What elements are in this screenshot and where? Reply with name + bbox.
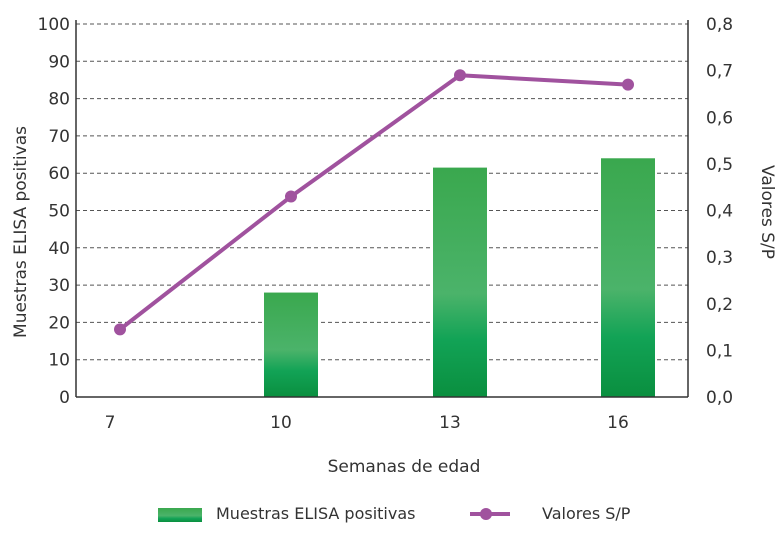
x-tick-label: 16 xyxy=(607,413,629,433)
left-tick-label: 90 xyxy=(48,52,70,72)
gridlines xyxy=(76,23,688,361)
right-tick-label: 0,8 xyxy=(706,15,733,35)
axes xyxy=(75,20,689,398)
left-tick-label: 10 xyxy=(48,351,70,371)
legend-line-label: Valores S/P xyxy=(542,504,631,523)
legend-bar-swatch xyxy=(158,508,202,522)
bar-week-10 xyxy=(264,292,318,397)
left-tick-label: 50 xyxy=(48,202,70,222)
left-tick-label: 30 xyxy=(48,276,70,296)
right-axis-title: Valores S/P xyxy=(757,165,777,259)
sp-point-week-16 xyxy=(622,78,634,91)
legend-bar-label: Muestras ELISA positivas xyxy=(216,504,415,523)
x-axis-title: Semanas de edad xyxy=(328,457,481,477)
sp-line xyxy=(118,73,629,331)
left-axis-title: Muestras ELISA positivas xyxy=(11,126,31,338)
right-tick-label: 0,7 xyxy=(706,62,733,82)
x-tick-label: 13 xyxy=(439,413,461,433)
left-axis-ticks: 0 10 20 30 40 50 60 70 80 90 100 xyxy=(38,15,70,408)
sp-point-week-10 xyxy=(285,190,297,203)
left-tick-label: 40 xyxy=(48,239,70,259)
right-tick-label: 0,2 xyxy=(706,295,733,315)
left-tick-label: 20 xyxy=(48,313,70,333)
sp-point-week-13 xyxy=(454,69,466,82)
right-tick-label: 0,6 xyxy=(706,108,733,128)
bar-series xyxy=(264,158,655,397)
right-tick-label: 0,0 xyxy=(706,388,733,408)
x-tick-label: 7 xyxy=(105,413,116,433)
x-tick-label: 10 xyxy=(270,413,292,433)
right-tick-label: 0,4 xyxy=(706,202,733,222)
sp-point-week-7 xyxy=(114,323,126,336)
legend-line-marker xyxy=(480,508,492,520)
right-tick-label: 0,5 xyxy=(706,155,733,175)
right-tick-label: 0,1 xyxy=(706,341,733,361)
left-tick-label: 0 xyxy=(59,388,70,408)
line-series xyxy=(114,69,634,336)
left-tick-label: 80 xyxy=(48,90,70,110)
right-axis-ticks: 0,0 0,1 0,2 0,3 0,4 0,5 0,6 0,7 0,8 xyxy=(706,15,733,408)
right-tick-label: 0,3 xyxy=(706,248,733,268)
legend: Muestras ELISA positivas Valores S/P xyxy=(158,504,631,523)
bar-week-16 xyxy=(601,158,655,397)
x-axis-ticks: 7 10 13 16 xyxy=(105,413,629,433)
left-tick-label: 100 xyxy=(38,15,70,35)
left-tick-label: 60 xyxy=(48,164,70,184)
left-tick-label: 70 xyxy=(48,127,70,147)
bar-week-13 xyxy=(433,167,487,397)
